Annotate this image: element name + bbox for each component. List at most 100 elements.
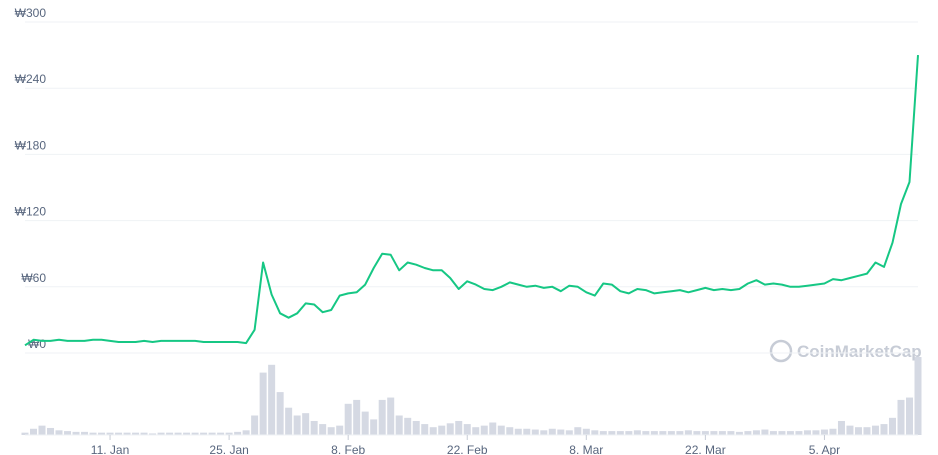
volume-bar [140, 432, 148, 435]
volume-bar [285, 407, 293, 435]
x-tick-label: 25. Jan [209, 443, 248, 455]
volume-bar [21, 432, 29, 435]
volume-bar [659, 431, 667, 435]
volume-bar [166, 432, 174, 435]
volume-bar [370, 419, 378, 435]
watermark-text: CoinMarketCap [797, 342, 922, 361]
volume-bar [693, 431, 701, 435]
volume-bar [642, 431, 650, 435]
volume-bar [752, 430, 760, 435]
volume-bar [327, 427, 335, 435]
volume-bar [480, 425, 488, 435]
volume-bar [276, 392, 284, 435]
volume-bar [846, 425, 854, 435]
volume-bar [234, 431, 242, 435]
x-tick-label: 11. Jan [91, 443, 129, 455]
y-tick-label: ₩120 [15, 205, 47, 219]
watermark-logo [769, 339, 793, 363]
volume-bar [72, 431, 80, 435]
volume-bar [735, 431, 743, 435]
volume-bar [259, 372, 267, 435]
volume-bar [795, 431, 803, 435]
volume-bar [132, 432, 140, 435]
volume-bar [812, 430, 820, 435]
volume-bar [625, 431, 633, 435]
volume-bar [608, 431, 616, 435]
volume-bar [676, 431, 684, 435]
volume-bar [888, 417, 896, 435]
volume-bar [557, 429, 565, 435]
volume-bar [217, 432, 225, 435]
volume-bar [463, 424, 471, 435]
volume-bar [361, 411, 369, 435]
volume-bar [319, 424, 327, 435]
volume-bar [523, 428, 531, 435]
volume-bar [633, 430, 641, 435]
volume-bar [225, 432, 233, 435]
volume-bar [710, 431, 718, 435]
x-tick-label: 8. Feb [331, 443, 365, 455]
volume-bar [242, 430, 250, 435]
volume-bar [871, 425, 879, 435]
volume-bar [30, 428, 38, 435]
volume-bar [106, 432, 114, 435]
x-tick-label: 22. Feb [447, 443, 488, 455]
y-tick-label: ₩180 [15, 138, 47, 152]
volume-bar [336, 425, 344, 435]
volume-bar [778, 431, 786, 435]
volume-bar [514, 428, 522, 435]
volume-bar [744, 431, 752, 435]
volume-bar [293, 415, 301, 435]
volume-bar [149, 433, 157, 435]
volume-bar [803, 430, 811, 435]
volume-bar [98, 432, 106, 435]
volume-bar [429, 427, 437, 435]
volume-bar [38, 425, 46, 435]
volume-bar [55, 430, 63, 435]
volume-bar [497, 425, 505, 435]
volume-bar [599, 431, 607, 435]
volume-bar [582, 428, 590, 435]
volume-bar [89, 432, 97, 435]
volume-bar [880, 424, 888, 435]
volume-bar [353, 399, 361, 435]
y-tick-label: ₩240 [15, 72, 47, 86]
volume-bar [574, 427, 582, 435]
volume-bar [837, 420, 845, 435]
volume-bar [310, 420, 318, 435]
volume-bar [404, 417, 412, 435]
volume-bar [208, 432, 216, 435]
volume-bar [174, 432, 182, 435]
volume-bar [905, 397, 913, 435]
volume-bar [667, 431, 675, 435]
y-tick-label: ₩0 [28, 337, 46, 351]
volume-bar [863, 427, 871, 435]
volume-bar [446, 423, 454, 435]
volume-bar [302, 413, 310, 435]
volume-bar [761, 429, 769, 435]
volume-bar [650, 431, 658, 435]
volume-bar [914, 357, 922, 435]
volume-bar [191, 432, 199, 435]
y-tick-label: ₩300 [15, 6, 47, 20]
volume-bar [123, 432, 131, 435]
volume-bar [115, 432, 123, 435]
volume-bar [684, 430, 692, 435]
volume-bar [268, 364, 276, 435]
volume-bar [183, 432, 191, 435]
volume-bar [829, 428, 837, 435]
y-tick-label: ₩60 [21, 271, 46, 285]
volume-bar [540, 430, 548, 435]
volume-bar [769, 431, 777, 435]
volume-bar [421, 424, 429, 435]
volume-bar [64, 431, 72, 435]
volume-bar [531, 429, 539, 435]
watermark: CoinMarketCap [769, 339, 922, 363]
volume-bar [701, 431, 709, 435]
volume-bar [727, 431, 735, 435]
volume-bar [786, 431, 794, 435]
volume-bar [506, 427, 514, 435]
volume-bar [616, 431, 624, 435]
